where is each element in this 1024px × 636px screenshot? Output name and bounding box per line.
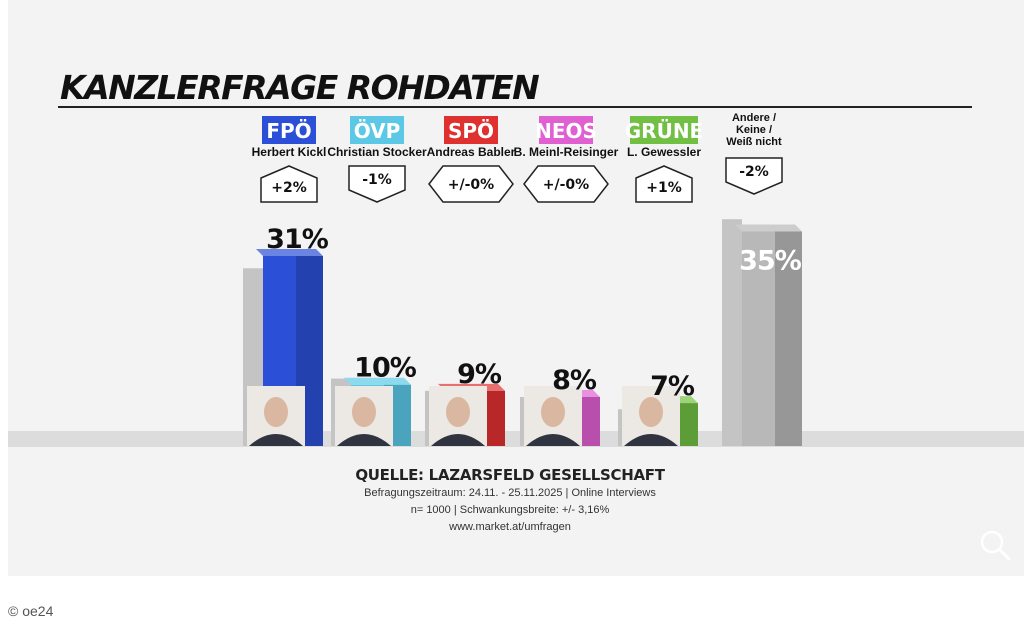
- source-heading: QUELLE: LAZARSFELD GESELLSCHAFT: [355, 466, 665, 484]
- change-label: -1%: [362, 172, 392, 188]
- chart-title: KANZLERFRAGE ROHDATEN: [60, 68, 540, 107]
- person-silhouette-body: [624, 434, 678, 446]
- change-badge: [260, 165, 318, 203]
- candidate-name: L. Gewessler: [627, 145, 701, 159]
- change-label: +2%: [271, 180, 307, 196]
- bar-top: [344, 377, 411, 385]
- person-silhouette-body: [431, 434, 485, 446]
- source-sample: n= 1000 | Schwankungsbreite: +/- 3,16%: [410, 504, 610, 516]
- party-badge: [539, 116, 593, 144]
- party-name: SPÖ: [448, 119, 494, 143]
- party-name: ÖVP: [354, 119, 401, 143]
- source-url[interactable]: www.market.at/umfragen: [449, 521, 571, 533]
- candidate-name: B. Meinl-Reisinger: [514, 145, 619, 159]
- previous-value-bar: [722, 219, 742, 446]
- bar-shade: [775, 231, 802, 446]
- bar-top: [735, 224, 802, 232]
- bar-group-2: 9% SPÖ Andreas Babler +/-0%: [425, 116, 516, 446]
- change-label: +/-0%: [448, 177, 494, 193]
- value-label: 10%: [354, 353, 417, 384]
- candidate-name: Andreas Babler: [427, 145, 516, 159]
- change-label: -2%: [739, 164, 769, 180]
- change-label: +/-0%: [543, 177, 589, 193]
- candidate-name: Christian Stocker: [327, 145, 427, 159]
- value-label: 35%: [739, 245, 802, 276]
- change-badge: [428, 165, 514, 203]
- chart-panel: [8, 0, 1024, 576]
- bar-group-5: 35% Andere /Keine /Weiß nicht -2%: [722, 112, 803, 446]
- person-silhouette-head: [352, 397, 376, 427]
- person-silhouette-head: [446, 397, 470, 427]
- change-label: +1%: [646, 180, 682, 196]
- person-silhouette-body: [249, 434, 303, 446]
- value-label: 31%: [266, 224, 329, 255]
- candidate-name: Herbert Kickl: [252, 145, 327, 159]
- bar-group-0: 31% FPÖ Herbert Kickl +2%: [243, 116, 330, 446]
- party-badge: [444, 116, 498, 144]
- person-silhouette-head: [541, 397, 565, 427]
- title-divider: [58, 106, 972, 108]
- party-name: NEOS: [535, 119, 597, 143]
- party-name: GRÜNE: [625, 119, 703, 143]
- other-label-line: Keine /: [736, 124, 772, 136]
- other-label-line: Andere /: [732, 112, 776, 124]
- party-badge: [262, 116, 316, 144]
- source-period: Befragungszeitraum: 24.11. - 25.11.2025 …: [364, 487, 656, 499]
- person-silhouette-body: [337, 434, 391, 446]
- bar-top: [256, 249, 323, 256]
- change-badge: [348, 165, 406, 203]
- bar-group-3: 8% NEOS B. Meinl-Reisinger +/-0%: [514, 116, 619, 446]
- change-badge: [635, 165, 693, 203]
- magnifier-icon[interactable]: [978, 528, 1012, 562]
- party-badge: [630, 116, 698, 144]
- party-badge: [350, 116, 404, 144]
- person-silhouette-head: [264, 397, 288, 427]
- floor-shadow: [8, 431, 1024, 447]
- party-name: FPÖ: [266, 119, 311, 143]
- other-label-line: Weiß nicht: [726, 136, 782, 148]
- person-silhouette-body: [526, 434, 580, 446]
- value-label: 9%: [457, 359, 502, 390]
- value-label: 8%: [552, 365, 597, 396]
- bar-group-4: 7% GRÜNE L. Gewessler +1%: [618, 116, 703, 446]
- change-badge: [523, 165, 609, 203]
- image-credit: © oe24: [8, 603, 54, 619]
- person-silhouette-head: [639, 397, 663, 427]
- value-label: 7%: [650, 371, 695, 402]
- bar-group-1: 10% ÖVP Christian Stocker -1%: [327, 116, 427, 446]
- change-badge: [725, 157, 783, 195]
